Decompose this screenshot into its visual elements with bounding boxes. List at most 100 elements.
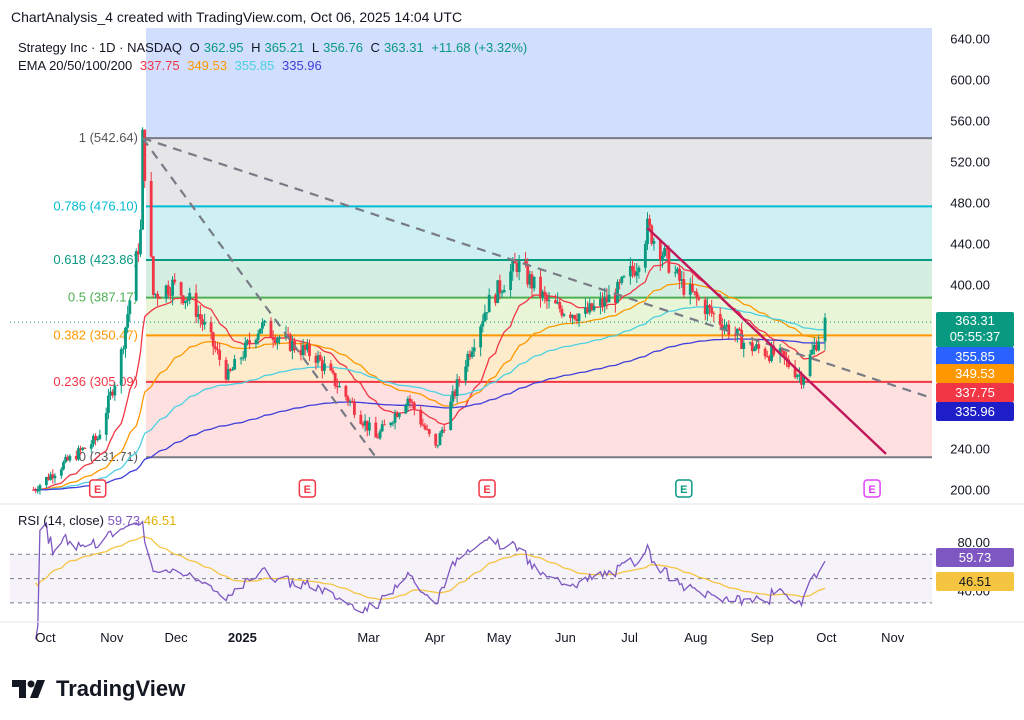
candle-body: [299, 349, 303, 356]
rsi-label[interactable]: RSI (14, close): [18, 513, 104, 528]
ema20-line: [33, 260, 826, 491]
candle-body: [613, 294, 617, 303]
candle-body: [186, 300, 189, 302]
price-tick-label: 200.00: [950, 483, 990, 498]
candle-body: [631, 265, 634, 271]
candle-body: [712, 313, 716, 315]
earnings-marker-label: E: [304, 484, 311, 496]
candle-body: [421, 424, 425, 426]
candle-body: [303, 345, 307, 350]
candle-body: [440, 429, 444, 434]
fib-label: 0.382 (350.47): [53, 327, 138, 342]
high-label: H: [251, 40, 261, 55]
symbol-name[interactable]: Strategy Inc · 1D · NASDAQ: [18, 40, 182, 55]
price-tick-label: 240.00: [950, 442, 990, 457]
fib-zone: [146, 138, 932, 207]
candle-body: [83, 447, 87, 449]
candle-body: [733, 334, 737, 336]
candle-body: [742, 342, 746, 349]
candle-body: [171, 279, 174, 296]
fibonacci-zones: [146, 28, 932, 458]
candle-body: [740, 329, 744, 349]
candle-body: [213, 346, 217, 349]
ema100-tag-value: 355.85: [955, 349, 995, 364]
candle-body: [124, 327, 127, 349]
candle-body: [188, 292, 192, 301]
candle-body: [710, 307, 714, 314]
candle-body: [528, 274, 532, 285]
fib-zone: [146, 260, 932, 298]
candle-body: [378, 431, 382, 439]
candle-body: [126, 314, 130, 328]
candle-body: [667, 249, 671, 273]
candle-body: [511, 260, 515, 272]
rsi-ma-value: 46.51: [143, 513, 177, 528]
candle-body: [755, 344, 758, 349]
candle-body: [487, 294, 491, 313]
candle-body: [770, 345, 773, 362]
price-tick-label: 640.00: [950, 31, 990, 46]
earnings-marker: [675, 479, 693, 498]
candle-body: [158, 297, 162, 299]
candle-body: [720, 324, 724, 331]
candle-body: [36, 490, 40, 492]
candle-body: [808, 354, 812, 376]
candle-body: [571, 315, 575, 318]
candle-body: [410, 401, 414, 403]
ema200-tag-value: 335.96: [955, 404, 995, 419]
candle-body: [464, 366, 468, 381]
candle-body: [688, 284, 692, 295]
candle-body: [363, 420, 367, 426]
fib-label: 0.236 (305.09): [53, 374, 138, 389]
candle-body: [757, 344, 761, 349]
symbol-legend: Strategy Inc · 1D · NASDAQ O 362.95 H 365.…: [18, 39, 531, 75]
candle-body: [748, 342, 752, 344]
candle-body: [472, 347, 476, 352]
candle-body: [558, 302, 562, 309]
candle-body: [620, 276, 624, 283]
candle-body: [361, 423, 365, 426]
candle-body: [318, 355, 322, 361]
ema50-value: 349.53: [187, 58, 227, 73]
candle-body: [782, 351, 786, 358]
candle-body: [374, 422, 378, 438]
candle-body: [738, 328, 741, 330]
candle-body: [680, 279, 684, 281]
rsi-pane: [0, 503, 1024, 640]
candle-body: [584, 307, 587, 314]
candle-body: [104, 412, 108, 435]
candle-body: [231, 369, 234, 371]
fib-label: 0.5 (387.17): [68, 290, 138, 305]
candle-body: [64, 456, 68, 463]
candle-body: [815, 344, 818, 351]
candle-body: [258, 328, 262, 334]
candle-body: [795, 375, 799, 378]
candle-body: [92, 435, 95, 445]
candle-body: [389, 422, 393, 426]
time-tick-label: Sep: [751, 630, 774, 645]
rsi-line: [35, 520, 826, 640]
candle-body: [628, 265, 632, 277]
candle-body: [532, 276, 536, 289]
close-label: C: [370, 40, 380, 55]
candle-body: [239, 358, 243, 360]
ema100-price-tag: 355.85: [936, 347, 1014, 366]
candle-body: [278, 337, 281, 339]
candle-body: [34, 489, 38, 491]
candle-body: [502, 290, 506, 293]
candle-body: [673, 272, 677, 274]
price-tick-label: 480.00: [950, 195, 990, 210]
candle-body: [763, 348, 767, 357]
price-tick-label: 520.00: [950, 154, 990, 169]
ema-label[interactable]: EMA 20/50/100/200: [18, 58, 133, 73]
candle-body: [380, 424, 384, 432]
candle-body: [479, 326, 483, 348]
tradingview-logo-icon: [12, 680, 45, 698]
time-tick-label: Jun: [555, 630, 576, 645]
tradingview-logo[interactable]: TradingView: [12, 676, 185, 702]
candle-body: [622, 276, 626, 278]
candle-body: [823, 317, 827, 342]
candle-body: [198, 314, 202, 320]
candle-body: [500, 292, 504, 294]
fib-zone: [146, 297, 932, 336]
